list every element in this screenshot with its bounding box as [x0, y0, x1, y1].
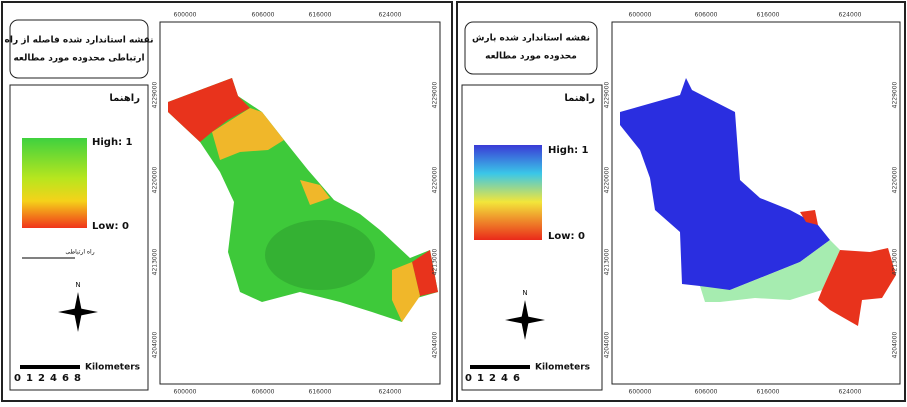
x-coord: 600000 — [629, 12, 652, 19]
y-coord: 4204000 — [432, 331, 439, 358]
x-coord: 616000 — [757, 389, 780, 396]
scale-label: 1 — [26, 373, 33, 384]
panel: نقشه استاندارد شده بارش محدوده مورد مطالع… — [457, 2, 905, 401]
scale-bar — [20, 365, 80, 369]
legend-box — [10, 85, 148, 390]
x-coord: 600000 — [174, 12, 197, 19]
scale-label: 6 — [62, 373, 69, 384]
legend-low: Low: 0 — [548, 231, 585, 242]
title-box — [465, 22, 597, 74]
y-coord: 4204000 — [604, 331, 611, 358]
scale-label: 4 — [501, 373, 508, 384]
y-coord: 4213000 — [604, 248, 611, 275]
y-coord: 4213000 — [892, 248, 899, 275]
scale-unit: Kilometers — [535, 363, 590, 373]
scale-label: 6 — [513, 373, 520, 384]
x-coord: 616000 — [309, 12, 332, 19]
north-label: N — [522, 289, 527, 297]
panel: نقشه استاندارد شده فاصله از راه ارتباطی م… — [2, 2, 452, 401]
scale-bar — [470, 365, 530, 369]
y-coord: 4229000 — [432, 81, 439, 108]
road-label: راه ارتباطی — [65, 249, 94, 256]
scale-unit: Kilometers — [85, 363, 140, 373]
y-coord: 4220000 — [432, 166, 439, 193]
y-coord: 4220000 — [604, 166, 611, 193]
legend-ramp — [22, 138, 87, 228]
x-coord: 606000 — [695, 12, 718, 19]
legend-low: Low: 0 — [92, 221, 129, 232]
scale-label: 1 — [477, 373, 484, 384]
x-coord: 624000 — [839, 12, 862, 19]
scale-label: 0 — [465, 373, 472, 384]
x-coord: 600000 — [174, 389, 197, 396]
map-figure: نقشه استاندارد شده فاصله از راه ارتباطی م… — [0, 0, 907, 403]
y-coord: 4229000 — [892, 81, 899, 108]
x-coord: 624000 — [379, 389, 402, 396]
y-coord: 4220000 — [892, 166, 899, 193]
x-coord: 600000 — [629, 389, 652, 396]
map-title: محدوده مورد مطالعه — [485, 52, 577, 62]
x-coord: 606000 — [695, 389, 718, 396]
x-coord: 616000 — [309, 389, 332, 396]
y-coord: 4220000 — [152, 166, 159, 193]
legend-high: High: 1 — [548, 145, 589, 156]
map-title: نقشه استاندارد شده فاصله از راه — [5, 36, 154, 46]
x-coord: 624000 — [839, 389, 862, 396]
scale-label: 0 — [14, 373, 21, 384]
map-title: ارتباطی محدوده مورد مطالعه — [13, 54, 144, 64]
north-label: N — [75, 281, 80, 289]
y-coord: 4229000 — [152, 81, 159, 108]
scale-label: 8 — [74, 373, 81, 384]
map-title: نقشه استاندارد شده بارش — [472, 34, 590, 44]
y-coord: 4204000 — [152, 331, 159, 358]
y-coord: 4229000 — [604, 81, 611, 108]
legend-ramp — [474, 145, 542, 240]
y-coord: 4204000 — [892, 331, 899, 358]
scale-label: 2 — [489, 373, 496, 384]
y-coord: 4213000 — [432, 248, 439, 275]
scale-label: 2 — [38, 373, 45, 384]
legend-title: راهنما — [564, 93, 595, 104]
legend-high: High: 1 — [92, 137, 133, 148]
scale-label: 4 — [50, 373, 57, 384]
title-box — [10, 20, 148, 78]
x-coord: 624000 — [379, 12, 402, 19]
y-coord: 4213000 — [152, 248, 159, 275]
x-coord: 616000 — [757, 12, 780, 19]
x-coord: 606000 — [252, 12, 275, 19]
x-coord: 606000 — [252, 389, 275, 396]
legend-title: راهنما — [109, 93, 140, 104]
